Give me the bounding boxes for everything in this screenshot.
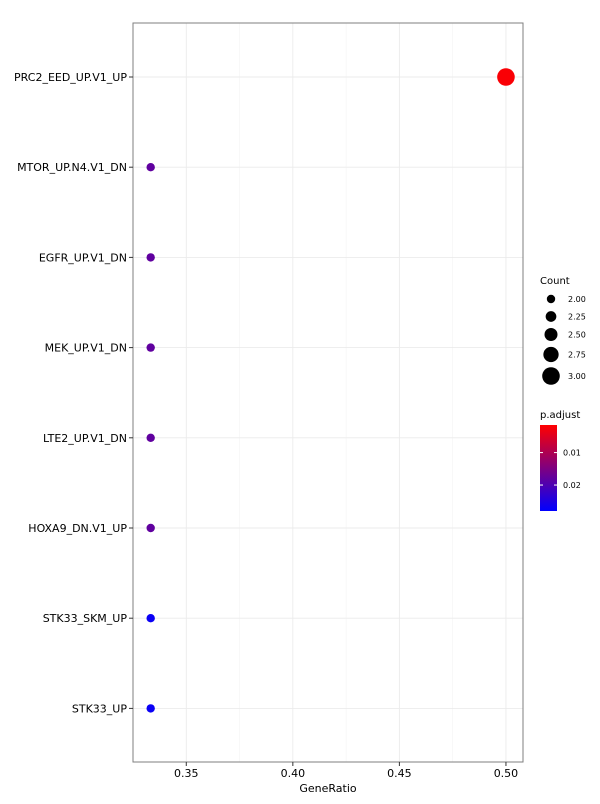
data-point [146, 433, 155, 442]
y-tick-label: HOXA9_DN.V1_UP [28, 522, 127, 535]
y-tick-label: STK33_SKM_UP [43, 612, 128, 625]
legend-count-key [543, 346, 559, 363]
legend-count-label: 2.25 [568, 313, 586, 322]
data-point [146, 704, 155, 713]
y-axis: PRC2_EED_UP.V1_UP MTOR_UP.N4.V1_DN EGFR_UP… [14, 71, 133, 715]
legend-count-title: Count [540, 276, 570, 287]
p-adjust-colorbar [540, 425, 557, 511]
y-tick-label: MEK_UP.V1_DN [45, 342, 127, 355]
x-tick-label: 0.50 [494, 767, 519, 780]
data-point [146, 163, 155, 172]
legend-count-label: 2.75 [568, 351, 586, 360]
x-tick-label: 0.40 [281, 767, 306, 780]
data-point [146, 253, 155, 262]
legend-p-adjust-title: p.adjust [540, 410, 580, 421]
grid-layer [133, 23, 523, 762]
y-tick-label: EGFR_UP.V1_DN [39, 251, 127, 264]
colorbar-tick-label: 0.02 [563, 481, 581, 490]
data-point [146, 343, 155, 352]
legend-count-label: 3.00 [568, 372, 586, 381]
y-tick-label: STK33_UP [72, 702, 127, 715]
legend-count-key [545, 311, 557, 322]
legend-count-key [544, 328, 558, 341]
x-axis-title: GeneRatio [299, 782, 357, 795]
data-point [497, 68, 515, 86]
legend-count-label: 2.00 [568, 295, 586, 304]
y-tick-label: PRC2_EED_UP.V1_UP [14, 71, 127, 84]
points-layer [146, 68, 515, 713]
panel-border [132, 22, 524, 763]
x-axis: 0.35 0.40 0.45 0.50 [174, 762, 518, 780]
data-point [146, 523, 155, 533]
x-tick-label: 0.45 [387, 767, 412, 780]
colorbar-tick-label: 0.01 [563, 449, 581, 458]
legend-p-adjust: p.adjust 0.01 0.02 [540, 410, 581, 511]
legend-count-key [542, 367, 560, 385]
y-tick-label: MTOR_UP.N4.V1_DN [17, 161, 127, 174]
x-tick-label: 0.35 [174, 767, 199, 780]
legend-count-label: 2.50 [568, 331, 586, 340]
y-tick-label: LTE2_UP.V1_DN [43, 432, 127, 445]
legend-count: Count 2.00 2.25 2.50 2.75 3.00 [540, 276, 586, 385]
data-point [146, 614, 155, 623]
legend-count-key [546, 294, 556, 304]
